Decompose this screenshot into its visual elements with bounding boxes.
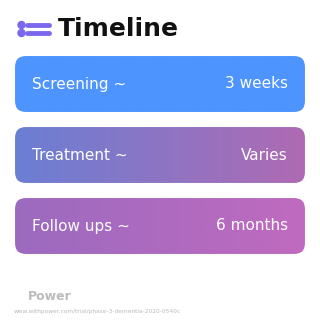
Text: Screening ~: Screening ~: [32, 77, 126, 92]
Text: Treatment ~: Treatment ~: [32, 147, 128, 163]
Text: 6 months: 6 months: [216, 218, 288, 233]
Text: Power: Power: [28, 290, 72, 303]
Circle shape: [18, 29, 25, 37]
Text: Timeline: Timeline: [58, 17, 179, 41]
Text: www.withpower.com/trial/phase-3-dementia-2020-0540c: www.withpower.com/trial/phase-3-dementia…: [14, 308, 181, 314]
Text: Varies: Varies: [241, 147, 288, 163]
Circle shape: [18, 22, 25, 28]
Text: Follow ups ~: Follow ups ~: [32, 218, 130, 233]
Text: 3 weeks: 3 weeks: [225, 77, 288, 92]
